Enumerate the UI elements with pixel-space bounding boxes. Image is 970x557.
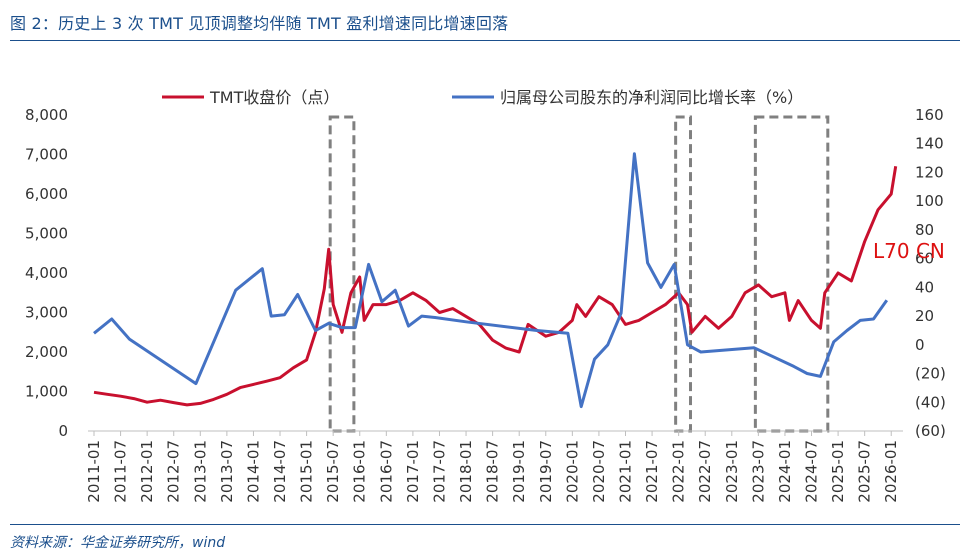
title-rule (10, 40, 960, 41)
y-right-tick-label: 60 (915, 250, 934, 268)
y-right-tick-label: (20) (915, 365, 946, 383)
y-right-tick-label: 160 (915, 106, 944, 124)
x-tick-label: 2021-07 (643, 440, 661, 503)
tmt-close-price-line (93, 166, 898, 407)
legend-label: TMT收盘价（点） (209, 88, 339, 107)
y-left-tick-label: 4,000 (25, 264, 68, 282)
x-tick-label: 2014-01 (244, 440, 262, 503)
y-left-tick-label: 3,000 (25, 304, 68, 322)
x-tick-label: 2018-01 (457, 440, 475, 503)
x-tick-label: 2020-07 (590, 440, 608, 503)
source-note: 资料来源：华金证券研究所，wind (10, 535, 226, 551)
watermark: L70 CN (873, 239, 945, 263)
x-tick-label: 2026-01 (882, 440, 900, 503)
x-tick-label: 2023-07 (749, 440, 767, 503)
y-left-tick-label: 6,000 (25, 185, 68, 203)
x-tick-label: 2015-01 (298, 440, 316, 503)
y-right-tick-label: (60) (915, 422, 946, 440)
y-left-tick-label: 0 (58, 422, 68, 440)
x-tick-label: 2013-07 (218, 440, 236, 503)
x-tick-label: 2016-07 (377, 440, 395, 503)
y-left-tick-label: 2,000 (25, 343, 68, 361)
y-right-tick-label: 40 (915, 278, 934, 296)
highlight-boxes (328, 115, 830, 433)
x-tick-label: 2019-01 (510, 440, 528, 503)
net-profit-growth-line (93, 152, 889, 409)
x-tick-label: 2022-01 (670, 440, 688, 503)
x-tick-label: 2024-01 (776, 440, 794, 503)
y-right-tick-label: 120 (915, 163, 944, 181)
x-tick-label: 2017-01 (404, 440, 422, 503)
x-tick-label: 2024-07 (803, 440, 821, 503)
x-tick-label: 2016-01 (351, 440, 369, 503)
x-tick-label: 2014-07 (271, 440, 289, 503)
series-lines (93, 152, 898, 409)
x-tick-label: 2025-07 (856, 440, 874, 503)
x-tick-label: 2018-07 (484, 440, 502, 503)
highlight-period-box (328, 115, 356, 433)
y-right-tick-label: (40) (915, 393, 946, 411)
x-tick-label: 2015-07 (324, 440, 342, 503)
x-tick-label: 2022-07 (696, 440, 714, 503)
legend-label: 归属母公司股东的净利润同比增长率（%） (500, 88, 803, 107)
y-right-tick-label: 100 (915, 192, 944, 210)
x-tick-label: 2012-01 (138, 440, 156, 503)
y-right-tick-label: 80 (915, 221, 934, 239)
x-tick-label: 2019-07 (537, 440, 555, 503)
x-tick-label: 2013-01 (191, 440, 209, 503)
highlight-period-box (753, 115, 830, 433)
x-tick-label: 2017-07 (430, 440, 448, 503)
y-right-tick-label: 140 (915, 135, 944, 153)
y-left-tick-label: 1,000 (25, 383, 68, 401)
y-right-tick-label: 20 (915, 307, 934, 325)
x-tick-label: 2021-01 (616, 440, 634, 503)
x-tick-label: 2012-07 (165, 440, 183, 503)
x-tick-label: 2011-01 (85, 440, 103, 503)
y-left-tick-label: 7,000 (25, 146, 68, 164)
legend: TMT收盘价（点） 归属母公司股东的净利润同比增长率（%） (162, 88, 803, 107)
page-title: 图 2：历史上 3 次 TMT 见顶调整均伴随 TMT 盈利增速同比增速回落 (10, 14, 509, 33)
x-tick-label: 2020-01 (563, 440, 581, 503)
y-left-tick-label: 8,000 (25, 106, 68, 124)
x-tick-label: 2023-01 (723, 440, 741, 503)
x-tick-label: 2011-07 (112, 440, 130, 503)
footer-rule (10, 524, 960, 525)
y-right-tick-label: 0 (915, 336, 925, 354)
highlight-period-box (674, 115, 693, 433)
axes: 0 1,000 2,000 3,000 4,000 5,000 6,000 7,000 8,00… (25, 106, 946, 503)
x-tick-label: 2025-01 (829, 440, 847, 503)
y-left-tick-label: 5,000 (25, 225, 68, 243)
